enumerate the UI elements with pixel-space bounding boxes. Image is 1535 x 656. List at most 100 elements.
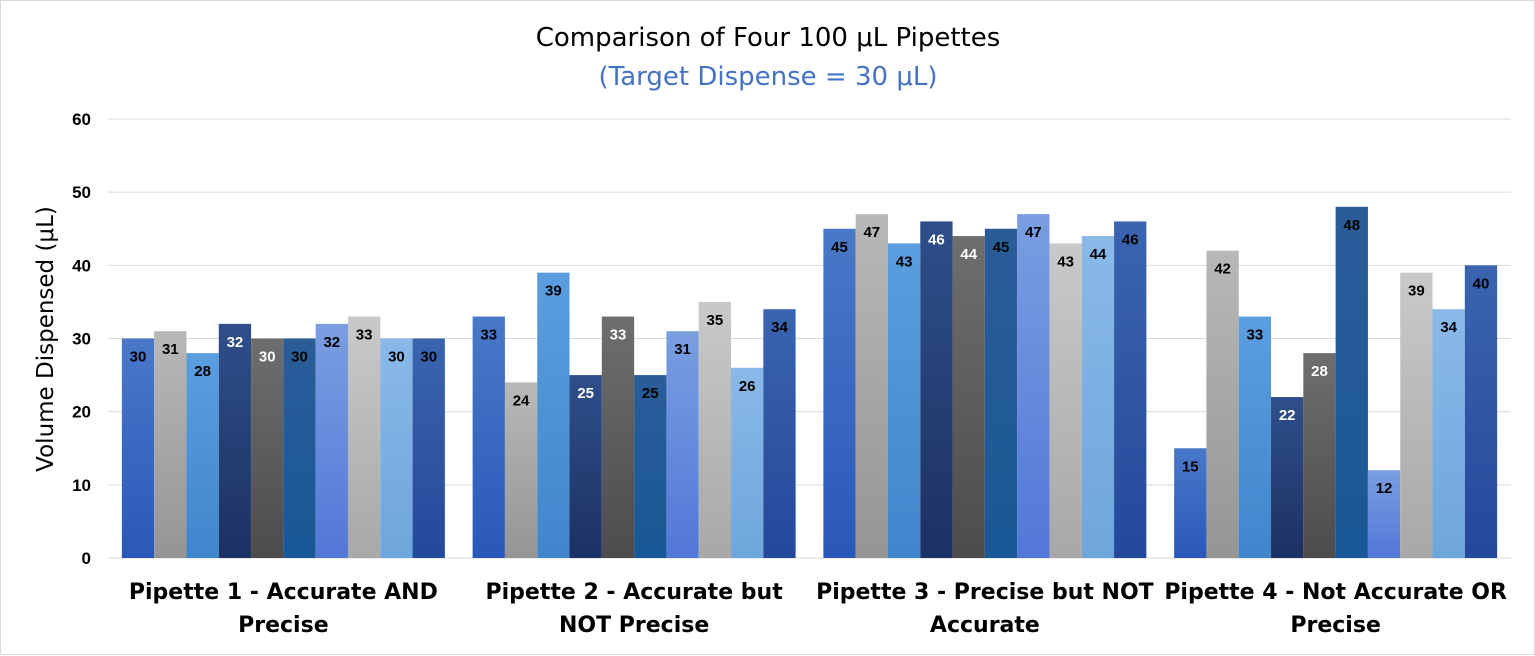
bar [666, 331, 699, 558]
bar [347, 316, 381, 558]
bar [1367, 470, 1401, 558]
bar [186, 353, 219, 558]
bar [1114, 221, 1147, 558]
data-label: 33 [356, 327, 373, 344]
x-tick-label: Pipette 1 - Accurate AND Precise [129, 580, 438, 638]
bar [920, 221, 953, 558]
chart-subtitle: (Target Dispense = 30 μL) [599, 62, 938, 92]
data-label: 46 [928, 231, 945, 248]
data-label: 34 [771, 319, 788, 336]
bar [472, 316, 505, 558]
data-label: 24 [513, 392, 530, 409]
bar [1206, 250, 1239, 558]
data-label: 45 [831, 239, 848, 256]
x-tick-label: Pipette 4 - Not Accurate OR Precise [1164, 580, 1507, 638]
data-label: 25 [577, 385, 594, 402]
data-label: 44 [960, 246, 977, 263]
data-label: 39 [545, 283, 562, 300]
bar [855, 214, 888, 558]
bar [537, 272, 570, 558]
data-label: 44 [1090, 246, 1107, 263]
y-tick-label: 40 [72, 256, 91, 275]
y-axis-ticks: 0 10 20 30 40 50 60 [72, 110, 91, 568]
data-label: 12 [1376, 480, 1393, 497]
data-label: 26 [739, 378, 756, 395]
data-label: 28 [194, 363, 211, 380]
data-label: 31 [162, 341, 179, 358]
data-label: 33 [1247, 327, 1264, 344]
data-label: 22 [1279, 407, 1296, 424]
y-tick-label: 20 [72, 403, 91, 422]
bar [1049, 243, 1082, 558]
y-tick-label: 10 [72, 476, 91, 495]
y-tick-label: 30 [72, 330, 91, 349]
data-label: 34 [1440, 319, 1457, 336]
bar [1432, 309, 1465, 558]
bar [1017, 214, 1050, 558]
data-label: 30 [420, 349, 437, 366]
chart-title: Comparison of Four 100 μL Pipettes [536, 23, 1001, 53]
data-label: 32 [227, 334, 244, 351]
bar [698, 301, 732, 558]
data-label: 43 [1057, 253, 1074, 270]
bar [380, 338, 413, 558]
bar [1081, 236, 1115, 559]
data-label: 28 [1311, 363, 1328, 380]
bar [1271, 397, 1304, 558]
data-label: 30 [291, 349, 308, 366]
bar [823, 228, 856, 558]
bar [1400, 272, 1433, 558]
bar [283, 338, 316, 558]
data-label: 47 [863, 224, 880, 241]
bar [763, 309, 796, 558]
data-label: 47 [1025, 224, 1042, 241]
bar [504, 382, 538, 558]
data-label: 30 [130, 349, 147, 366]
y-tick-label: 50 [72, 183, 91, 202]
data-label: 46 [1122, 231, 1139, 248]
y-axis-label: Volume Dispensed (μL) [33, 206, 59, 472]
bar [887, 243, 921, 558]
bar [1238, 316, 1272, 558]
y-tick-label: 60 [72, 110, 91, 129]
bar [1303, 353, 1336, 558]
bar [569, 375, 602, 558]
data-label: 40 [1473, 275, 1490, 292]
data-label: 45 [993, 239, 1010, 256]
data-labels: 30 31 28 32 30 30 32 33 30 30 33 24 39 25 33 25 31 35 26 34… [130, 217, 1490, 497]
bar [601, 316, 635, 558]
bar [251, 338, 284, 558]
x-tick-label: Pipette 2 - Accurate but NOT Precise [486, 580, 784, 638]
data-label: 43 [896, 253, 913, 270]
data-label: 33 [610, 327, 627, 344]
bar [315, 323, 348, 558]
data-label: 39 [1408, 283, 1425, 300]
bar [984, 228, 1018, 558]
bars [121, 206, 1498, 559]
data-label: 33 [480, 327, 497, 344]
bar [218, 323, 252, 558]
data-label: 35 [707, 312, 724, 329]
data-label: 32 [323, 334, 340, 351]
bar [1464, 265, 1498, 558]
bar [412, 338, 445, 558]
bar [1174, 448, 1207, 558]
bar [1335, 206, 1368, 559]
data-label: 31 [674, 341, 691, 358]
y-tick-label: 0 [82, 549, 91, 568]
data-label: 15 [1182, 458, 1199, 475]
x-tick-label: Pipette 3 - Precise but NOT Accurate [816, 580, 1154, 638]
data-label: 30 [388, 349, 405, 366]
bar [731, 367, 764, 558]
data-label: 30 [259, 349, 276, 366]
data-label: 42 [1214, 261, 1231, 278]
data-label: 48 [1343, 217, 1360, 234]
bar [121, 338, 155, 558]
bar [154, 331, 187, 558]
bar [952, 236, 985, 559]
data-label: 25 [642, 385, 659, 402]
bar [634, 375, 667, 558]
x-axis-ticks: Pipette 1 - Accurate AND Precise Pipette 2… [129, 580, 1507, 638]
